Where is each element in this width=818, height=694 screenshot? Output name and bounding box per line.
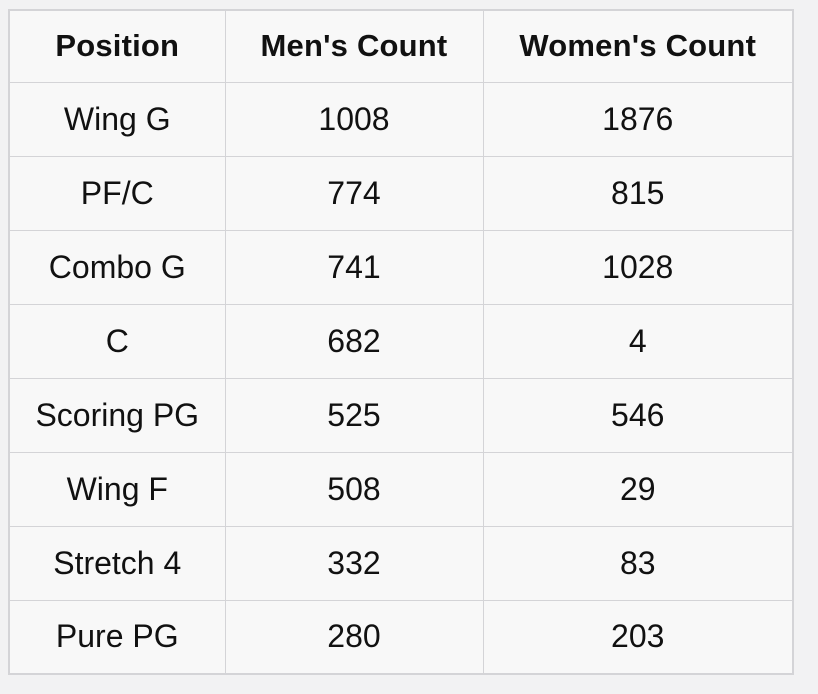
cell-position: PF/C [8,155,226,231]
table-row: Scoring PG 525 546 [8,377,794,453]
cell-men: 508 [224,451,484,527]
table-row: Pure PG 280 203 [8,599,794,675]
cell-position: Combo G [8,229,226,305]
table-row: C 682 4 [8,303,794,379]
cell-women: 1028 [482,229,794,305]
cell-men: 332 [224,525,484,601]
cell-men: 741 [224,229,484,305]
table-row: PF/C 774 815 [8,155,794,231]
cell-men: 774 [224,155,484,231]
cell-women: 29 [482,451,794,527]
table-row: Combo G 741 1028 [8,229,794,305]
table-row: Wing G 1008 1876 [8,81,794,157]
cell-position: C [8,303,226,379]
cell-position: Stretch 4 [8,525,226,601]
header-position: Position [8,9,226,83]
cell-women: 203 [482,599,794,675]
cell-position: Pure PG [8,599,226,675]
cell-women: 815 [482,155,794,231]
cell-women: 4 [482,303,794,379]
cell-women: 1876 [482,81,794,157]
cell-women: 83 [482,525,794,601]
cell-position: Wing F [8,451,226,527]
table-body: Wing G 1008 1876 PF/C 774 815 Combo G 741 1028 C 6… [8,81,794,675]
header-mens-count: Men's Count [224,9,484,83]
cell-men: 280 [224,599,484,675]
cell-men: 1008 [224,81,484,157]
cell-position: Wing G [8,81,226,157]
table-row: Wing F 508 29 [8,451,794,527]
cell-men: 525 [224,377,484,453]
cell-men: 682 [224,303,484,379]
table-row: Stretch 4 332 83 [8,525,794,601]
positions-count-table: Position Men's Count Women's Count Wing … [8,9,794,675]
header-womens-count: Women's Count [482,9,794,83]
cell-position: Scoring PG [8,377,226,453]
table-header: Position Men's Count Women's Count [8,9,794,83]
cell-women: 546 [482,377,794,453]
header-row: Position Men's Count Women's Count [8,9,794,83]
